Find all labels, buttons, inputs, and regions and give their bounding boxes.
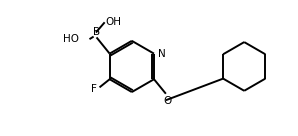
Text: N: N bbox=[158, 49, 165, 59]
Text: O: O bbox=[163, 96, 172, 106]
Text: F: F bbox=[91, 84, 97, 94]
Text: B: B bbox=[93, 27, 100, 37]
Text: OH: OH bbox=[105, 17, 121, 27]
Text: HO: HO bbox=[63, 34, 79, 44]
